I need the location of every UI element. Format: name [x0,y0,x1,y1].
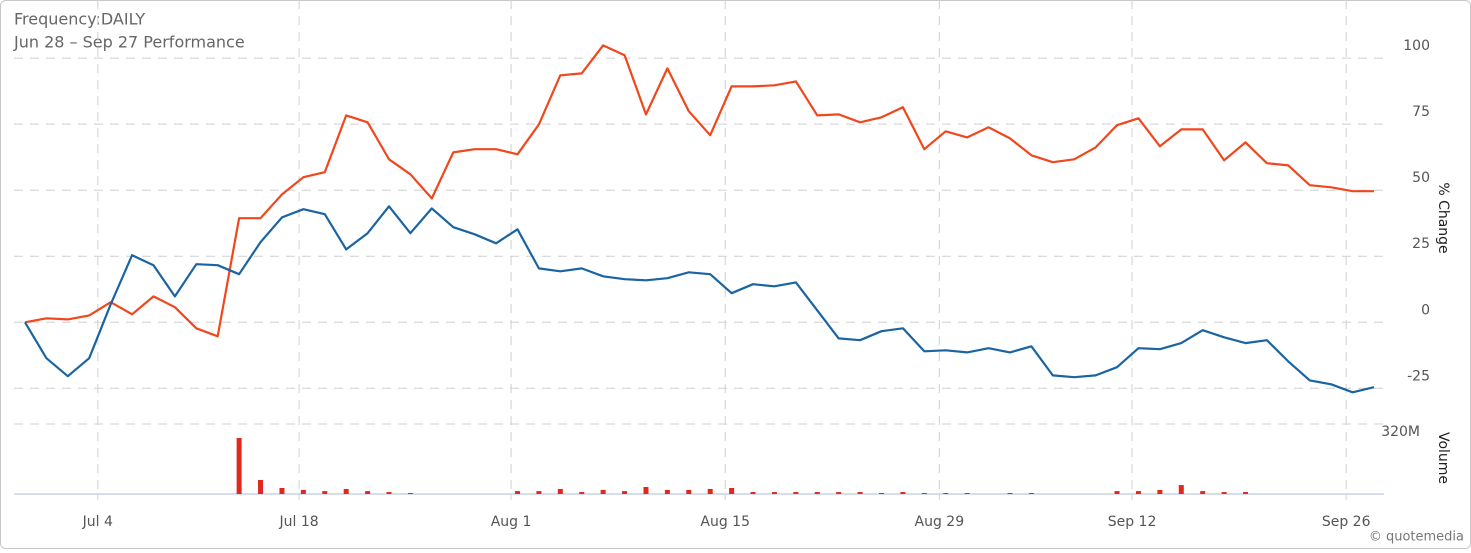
footer-credit: © quotemedia [1369,530,1464,545]
volume-bar [343,488,349,494]
y-tick-label: 75 [1412,104,1430,120]
x-tick-label: Aug 29 [915,514,965,530]
y-axis-title: % Change [1435,182,1451,253]
volume-bar [1114,491,1120,494]
volume-bar [322,491,328,494]
volume-bar [921,493,927,494]
volume-bar [900,492,906,494]
x-tick-label: Sep 12 [1108,514,1157,530]
volume-bar [771,492,777,494]
y-tick-label: -25 [1407,368,1430,384]
volume-bar [407,493,413,494]
volume-bar [622,491,628,494]
x-tick-label: Aug 1 [491,514,532,530]
volume-bar [664,489,670,494]
volume-bar [879,493,885,494]
series-line [24,44,1374,338]
volume-bar [1028,493,1034,494]
volume-bar [750,492,756,494]
volume-tick-label: 320M [1381,424,1420,440]
volume-bar [857,492,863,494]
volume-bar [793,492,799,494]
volume-bar [365,491,371,494]
y-tick-label: 0 [1421,302,1430,318]
volume-bar [943,493,949,494]
x-tick-label: Aug 15 [700,514,750,530]
volume-bar [386,492,392,494]
volume-bar [1243,492,1249,494]
x-tick-label: Jul 4 [82,514,113,530]
volume-bar [1157,489,1163,494]
volume-bar [536,491,542,494]
volume-bar [729,487,735,494]
volume-bar [600,489,606,494]
volume-bar [707,488,713,494]
volume-bar [1200,491,1206,494]
chart-title: Frequency:DAILY [14,10,145,29]
y-tick-label: 50 [1412,170,1430,186]
volume-bar [579,492,585,494]
volume-bar [1007,493,1013,494]
volume-bar [279,487,285,494]
volume-bar [1178,485,1184,494]
chart-subtitle: Jun 28 – Sep 27 Performance [13,33,245,52]
volume-bar [964,493,970,494]
volume-bar [1221,492,1227,494]
volume-bar [258,480,264,494]
volume-bar [686,489,692,494]
volume-axis-title: Volume [1435,432,1451,484]
volume-bar [236,438,242,494]
volume-bar [814,492,820,494]
volume-bar [643,487,649,494]
volume-bar [300,489,306,494]
volume-bar [836,492,842,494]
x-tick-label: Sep 26 [1322,514,1371,530]
y-tick-label: 100 [1403,38,1430,54]
y-tick-label: 25 [1412,236,1430,252]
volume-bar [514,491,520,494]
volume-bar [1135,491,1141,494]
series-line [24,205,1375,394]
x-tick-label: Jul 18 [279,514,319,530]
volume-bar [557,488,563,494]
